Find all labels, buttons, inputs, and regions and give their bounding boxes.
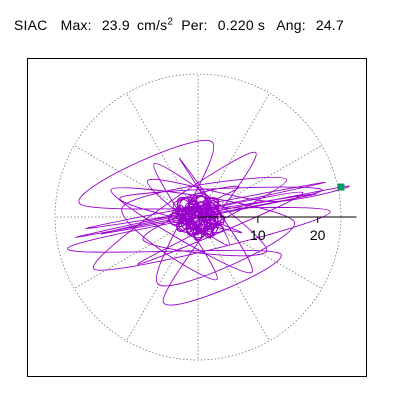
grid-spoke [73, 216, 199, 289]
orbit-core-loop [167, 212, 187, 228]
orbit-core-loop [188, 192, 207, 205]
orbit-core-loop [193, 227, 206, 241]
max-value: 23.9 [101, 17, 130, 33]
orbit-core-loop [186, 224, 202, 236]
grid-spoke [73, 145, 199, 218]
max-unit: cm/s [136, 17, 168, 33]
plot-frame-border [27, 58, 367, 377]
orbit-core-loop [210, 208, 225, 226]
orbit-core-loop [202, 197, 220, 209]
max-label: Max: [60, 17, 92, 33]
radial-tick-label: 10 [250, 227, 266, 243]
grid-spoke [197, 92, 270, 218]
orbit-core-loop [176, 199, 190, 213]
max-unit-exponent: 2 [167, 16, 174, 28]
radial-tick-label: 20 [310, 227, 326, 243]
grid-spoke [197, 216, 323, 289]
period-value: 0.220 s [217, 17, 266, 33]
orbit-series [67, 140, 350, 306]
grid-spoke [197, 216, 270, 342]
grid-spoke [126, 216, 199, 342]
radial-axis: 10 20 [198, 216, 357, 243]
orbit-core-loop [186, 215, 201, 231]
angle-value: 24.7 [315, 17, 344, 33]
orbit-path [67, 140, 350, 306]
chart-title: SIAC Max: 23.9 cm/s2 Per: 0.220 s Ang: 2… [14, 17, 347, 33]
station-code: SIAC [14, 17, 48, 33]
period-label: Per: [181, 17, 208, 33]
orbit-end-marker [337, 183, 345, 191]
grid-spoke [126, 92, 199, 218]
orbit-core-loop [202, 222, 215, 236]
angle-label: Ang: [276, 17, 306, 33]
grid-spoke [197, 145, 323, 218]
orbit-core-loop [184, 200, 198, 211]
